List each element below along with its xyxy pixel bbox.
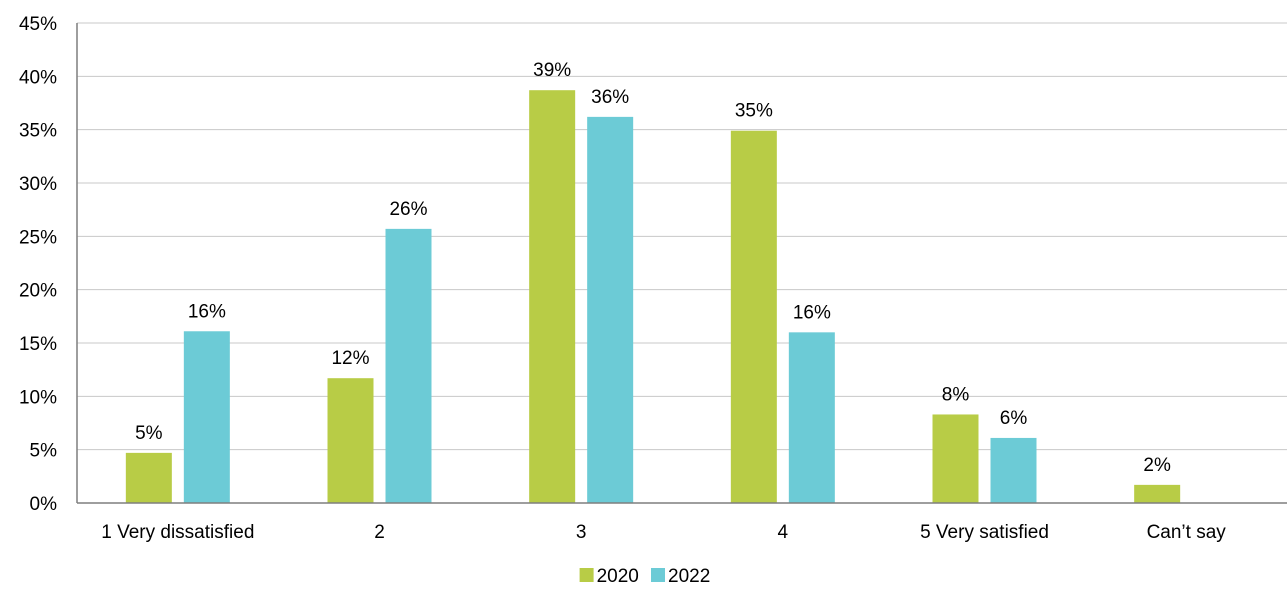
y-tick-label: 20%	[19, 281, 57, 302]
bar-2022	[990, 437, 1037, 503]
axes	[76, 23, 1287, 504]
y-tick-label: 10%	[19, 387, 57, 408]
data-label: 5%	[135, 423, 163, 444]
legend-swatch-2020	[579, 568, 594, 582]
category-label: 3	[576, 522, 587, 543]
y-tick-label: 45%	[19, 14, 57, 35]
legend-label-2022: 2022	[668, 566, 710, 587]
data-label: 6%	[1000, 408, 1028, 429]
category-label: 2	[374, 522, 385, 543]
category-label: 4	[778, 522, 789, 543]
bar-2020	[730, 130, 777, 503]
y-tick-label: 15%	[19, 334, 57, 355]
y-tick-label: 5%	[30, 441, 58, 462]
y-tick-label: 0%	[30, 494, 58, 515]
data-label: 12%	[331, 348, 369, 369]
data-label: 35%	[735, 101, 773, 122]
bar-2022	[385, 228, 432, 503]
y-axis-ticks: 0% 5% 10% 15% 20% 25% 30% 35% 40% 45%	[19, 14, 57, 515]
bar-2022	[183, 331, 230, 503]
data-label: 26%	[389, 199, 427, 220]
legend-label-2020: 2020	[597, 566, 639, 587]
bars	[125, 90, 1181, 503]
category-label: 5 Very satisfied	[920, 522, 1049, 543]
data-label: 36%	[591, 87, 629, 108]
data-label: 2%	[1143, 455, 1171, 476]
bar-2022	[587, 116, 634, 503]
bar-2020	[1134, 484, 1181, 503]
y-tick-label: 40%	[19, 67, 57, 88]
y-tick-label: 35%	[19, 121, 57, 142]
data-labels: 5% 16% 12% 26% 39% 36% 35% 16% 8% 6% 2%	[135, 60, 1171, 476]
x-axis-categories: 1 Very dissatisfied 2 3 4 5 Very satisfied Ca…	[101, 522, 1226, 543]
bar-2020	[932, 414, 979, 503]
bar-2020	[529, 90, 576, 503]
data-label: 16%	[793, 302, 831, 323]
bar-2020	[327, 378, 374, 503]
category-label: Can’t say	[1147, 522, 1227, 543]
legend-swatch-2022	[651, 568, 665, 582]
data-label: 16%	[188, 301, 226, 322]
y-tick-label: 25%	[19, 227, 57, 248]
category-label: 1 Very dissatisfied	[101, 522, 254, 543]
data-label: 8%	[942, 384, 970, 405]
legend: 2020 2022	[579, 566, 710, 587]
y-tick-label: 30%	[19, 174, 57, 195]
bar-2020	[125, 452, 172, 503]
data-label: 39%	[533, 60, 571, 81]
bar-2022	[788, 332, 835, 503]
gridlines	[77, 22, 1287, 451]
